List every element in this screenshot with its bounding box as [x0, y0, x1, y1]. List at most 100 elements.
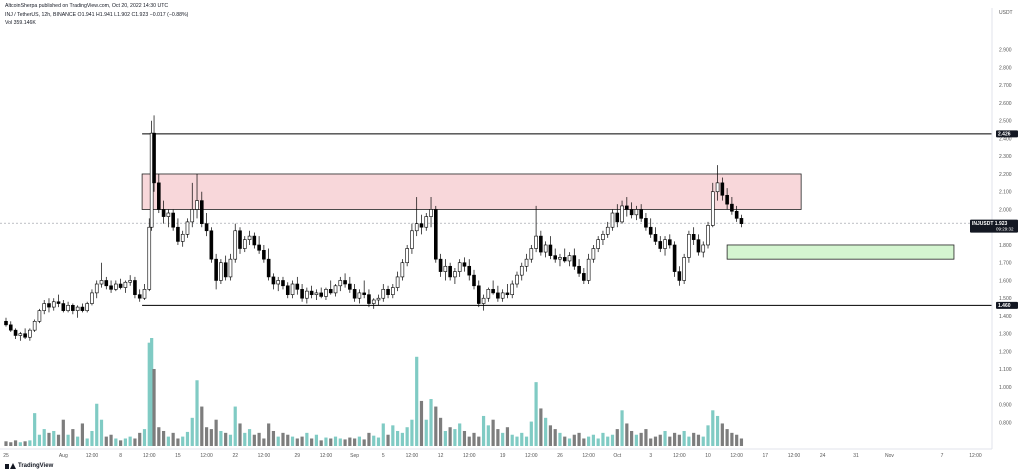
candle[interactable]: [367, 289, 371, 308]
candle[interactable]: [157, 173, 161, 214]
candle[interactable]: [434, 205, 438, 263]
candle[interactable]: [653, 227, 658, 245]
candle[interactable]: [252, 232, 257, 249]
candle[interactable]: [734, 205, 739, 222]
candle[interactable]: [543, 241, 548, 258]
candle[interactable]: [80, 303, 85, 313]
candle[interactable]: [94, 280, 99, 299]
candle[interactable]: [262, 244, 266, 263]
candle[interactable]: [696, 234, 701, 256]
candle[interactable]: [176, 218, 180, 245]
candle[interactable]: [285, 282, 290, 299]
candle[interactable]: [424, 213, 429, 231]
candle[interactable]: [18, 331, 23, 341]
candle[interactable]: [658, 236, 663, 253]
candle[interactable]: [338, 276, 343, 292]
candle[interactable]: [238, 227, 242, 254]
candle[interactable]: [75, 305, 80, 318]
candle[interactable]: [529, 244, 534, 263]
candle[interactable]: [180, 230, 185, 247]
candle[interactable]: [720, 177, 725, 201]
candle[interactable]: [56, 294, 61, 308]
candle[interactable]: [171, 209, 175, 231]
candle[interactable]: [395, 271, 400, 292]
candle[interactable]: [266, 248, 271, 281]
candle[interactable]: [28, 328, 32, 341]
candle[interactable]: [500, 289, 505, 302]
candle[interactable]: [539, 230, 543, 256]
candle[interactable]: [491, 280, 495, 295]
candle[interactable]: [276, 276, 281, 292]
candle[interactable]: [281, 276, 285, 290]
candle[interactable]: [701, 241, 706, 258]
candle[interactable]: [548, 236, 553, 260]
candle[interactable]: [209, 227, 214, 263]
candle[interactable]: [123, 280, 128, 293]
candle[interactable]: [61, 299, 66, 313]
candle[interactable]: [386, 285, 390, 299]
candle[interactable]: [672, 241, 677, 277]
candle[interactable]: [586, 253, 591, 285]
candle[interactable]: [400, 259, 405, 281]
candle[interactable]: [472, 269, 476, 290]
candle[interactable]: [23, 328, 27, 340]
candle[interactable]: [42, 299, 47, 315]
candle[interactable]: [99, 262, 104, 288]
candle[interactable]: [615, 204, 620, 228]
candle[interactable]: [37, 308, 42, 324]
candle[interactable]: [114, 280, 118, 292]
candle[interactable]: [242, 236, 247, 253]
candle[interactable]: [295, 276, 300, 295]
candle[interactable]: [524, 253, 529, 272]
candle[interactable]: [481, 294, 486, 311]
candle[interactable]: [137, 289, 142, 302]
candle[interactable]: [214, 253, 218, 290]
candle[interactable]: [629, 202, 634, 219]
candle[interactable]: [739, 214, 744, 228]
candle[interactable]: [228, 253, 233, 281]
candle[interactable]: [290, 280, 295, 299]
candle[interactable]: [414, 197, 419, 237]
candle[interactable]: [147, 218, 152, 292]
candle[interactable]: [605, 221, 610, 238]
candle[interactable]: [13, 328, 18, 340]
candle[interactable]: [47, 298, 51, 313]
candle[interactable]: [730, 197, 734, 215]
candle[interactable]: [596, 236, 600, 253]
candle[interactable]: [519, 262, 524, 281]
candle[interactable]: [376, 294, 381, 306]
candle[interactable]: [644, 213, 648, 231]
candle[interactable]: [634, 205, 639, 221]
candle[interactable]: [200, 191, 204, 228]
candle[interactable]: [687, 230, 691, 263]
candle[interactable]: [128, 275, 132, 286]
candle[interactable]: [448, 262, 452, 281]
candle[interactable]: [715, 165, 720, 201]
candle[interactable]: [219, 259, 223, 285]
candle[interactable]: [305, 287, 309, 304]
candle[interactable]: [71, 303, 75, 315]
candle[interactable]: [223, 255, 228, 281]
candle[interactable]: [32, 319, 37, 332]
candle[interactable]: [133, 276, 137, 299]
candle[interactable]: [443, 259, 448, 281]
candle[interactable]: [553, 248, 557, 263]
candle[interactable]: [314, 289, 319, 300]
candle[interactable]: [591, 244, 596, 263]
candle[interactable]: [319, 287, 323, 299]
candle[interactable]: [486, 287, 491, 302]
candle[interactable]: [109, 280, 113, 293]
candle[interactable]: [51, 298, 56, 311]
resistance-zone[interactable]: [141, 173, 802, 210]
candle[interactable]: [352, 284, 357, 302]
candle[interactable]: [233, 223, 238, 263]
candle[interactable]: [104, 276, 109, 290]
candle[interactable]: [429, 197, 433, 228]
candle[interactable]: [462, 257, 467, 272]
candle[interactable]: [195, 173, 199, 219]
candle[interactable]: [8, 321, 13, 332]
candle[interactable]: [682, 253, 686, 285]
candle[interactable]: [476, 280, 481, 308]
candle[interactable]: [625, 197, 629, 217]
candle[interactable]: [572, 248, 577, 270]
